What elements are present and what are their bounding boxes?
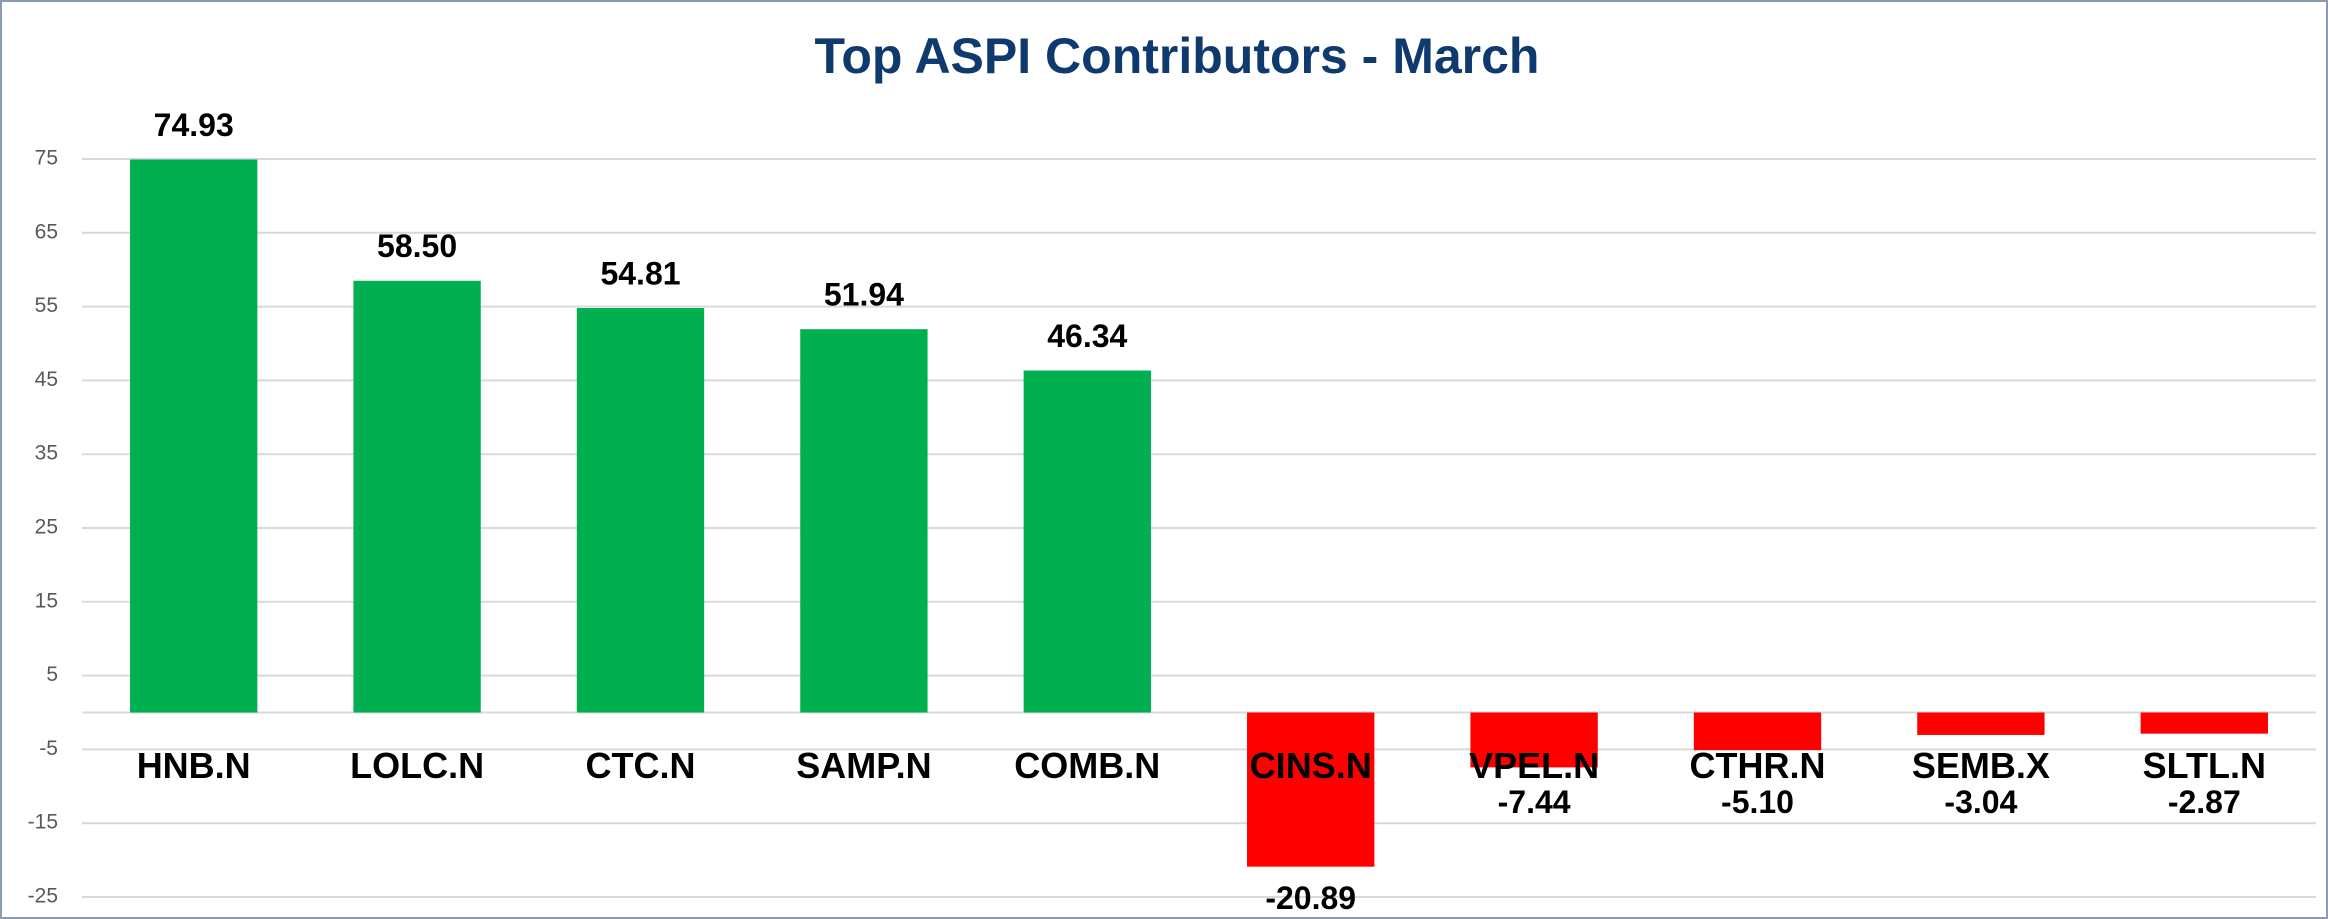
y-tick-label: 75 (35, 147, 58, 170)
x-tick-label: SAMP.N (796, 745, 931, 786)
bar (1247, 712, 1375, 867)
y-tick-label: 65 (35, 220, 58, 243)
x-tick-label: HNB.N (137, 745, 251, 786)
chart-title: Top ASPI Contributors - March (815, 28, 1540, 84)
x-tick-label: CTC.N (586, 745, 696, 786)
data-label: -3.04 (1944, 784, 2017, 820)
data-label: 54.81 (600, 255, 680, 291)
y-tick-label: -15 (28, 811, 58, 834)
y-tick-label: 45 (35, 368, 58, 391)
bar (2140, 712, 2268, 734)
data-label: -20.89 (1265, 880, 1356, 916)
x-tick-label: COMB.N (1014, 745, 1160, 786)
x-tick-label: CINS.N (1250, 745, 1372, 786)
x-tick-label: SLTL.N (2143, 745, 2266, 786)
data-label: -5.10 (1721, 784, 1794, 820)
y-tick-label: -25 (28, 885, 58, 908)
y-tick-label: 25 (35, 516, 58, 539)
y-tick-label: 5 (46, 663, 58, 686)
x-tick-label: LOLC.N (350, 745, 484, 786)
bar (1917, 712, 2045, 735)
bar (1693, 712, 1822, 751)
bar (353, 280, 481, 713)
bar (1470, 712, 1598, 768)
bar (130, 159, 258, 713)
bar (800, 329, 928, 713)
data-label: 58.50 (377, 228, 457, 264)
y-tick-label: 55 (35, 294, 58, 317)
data-label: 51.94 (824, 277, 904, 313)
bar (576, 308, 705, 713)
x-tick-label: CTHR.N (1690, 745, 1826, 786)
y-tick-label: 35 (35, 442, 58, 465)
data-label: 46.34 (1047, 318, 1127, 354)
x-tick-label: VPEL.N (1469, 745, 1599, 786)
y-tick-label: -5 (39, 737, 58, 760)
data-label: -2.87 (2168, 784, 2241, 820)
x-tick-label: SEMB.X (1912, 745, 2050, 786)
data-label: -7.44 (1498, 784, 1571, 820)
y-tick-label: 15 (35, 589, 58, 612)
bar (1023, 370, 1151, 713)
data-label: 74.93 (154, 107, 234, 143)
